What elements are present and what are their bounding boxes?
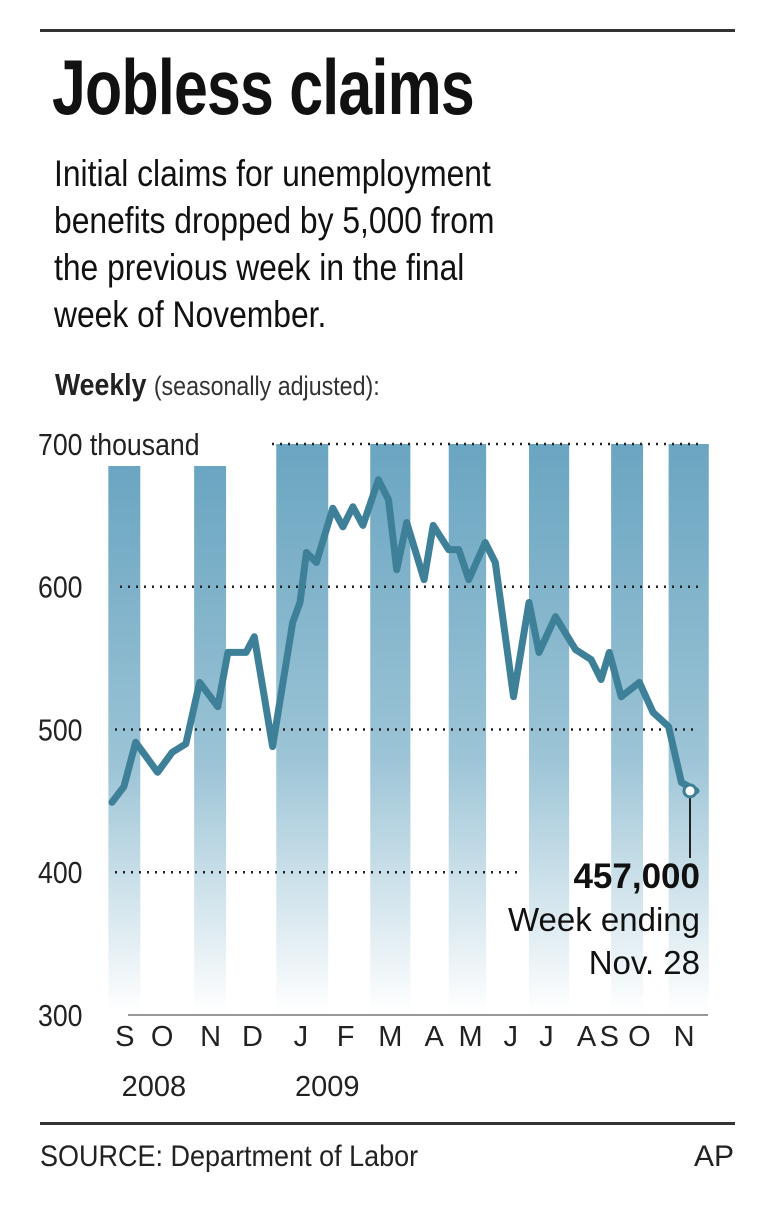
annotation-line1: Week ending	[507, 901, 700, 938]
y-tick-label: 300	[38, 999, 82, 1033]
x-tick-label: M	[459, 1021, 483, 1053]
month-shade-bar	[611, 444, 644, 1012]
chart-title: Jobless claims	[52, 43, 475, 131]
month-shade-bar	[276, 444, 329, 1012]
annotation-line2: Nov. 28	[588, 944, 700, 981]
description-line: Initial claims for unemployment	[54, 153, 491, 194]
x-tick-label: O	[628, 1021, 651, 1053]
top-rule	[40, 29, 735, 32]
year-label: 2008	[122, 1071, 187, 1103]
y-tick-label: 500	[38, 714, 82, 748]
x-tick-label: M	[378, 1021, 402, 1053]
y-tick-label: 700 thousand	[38, 428, 200, 462]
x-tick-label: S	[115, 1021, 134, 1053]
x-tick-label: N	[200, 1021, 221, 1053]
credit: AP	[693, 1140, 734, 1173]
subhead-note: (seasonally adjusted):	[153, 371, 380, 401]
annotation-value: 457,000	[573, 857, 700, 896]
month-shade-bar	[529, 444, 570, 1012]
year-label: 2009	[295, 1071, 360, 1103]
x-tick-label: F	[337, 1021, 355, 1053]
endpoint-marker	[682, 783, 698, 799]
x-tick-label: A	[424, 1021, 444, 1053]
x-tick-label: J	[504, 1021, 519, 1053]
bottom-rule	[40, 1122, 735, 1125]
month-shade-bar	[668, 444, 709, 1012]
source-note: SOURCE: Department of Labor	[40, 1140, 419, 1173]
y-tick-label: 600	[38, 571, 82, 605]
x-tick-label: J	[294, 1021, 309, 1053]
x-tick-label: O	[151, 1021, 174, 1053]
month-shade-bar	[448, 444, 487, 1012]
subhead-bold: Weekly	[55, 367, 147, 402]
endpoint-annotation: 457,000 Week ending Nov. 28	[508, 855, 700, 984]
month-shade-bar	[194, 466, 227, 1012]
description-line: the previous week in the final	[54, 247, 465, 288]
description-line: benefits dropped by 5,000 from	[54, 200, 495, 241]
description-line: week of November.	[54, 294, 327, 335]
x-tick-label: D	[242, 1021, 263, 1053]
x-tick-label: J	[539, 1021, 554, 1053]
series-line	[108, 476, 700, 806]
x-tick-label: N	[674, 1021, 695, 1053]
chart-description: Initial claims for unemployment benefits…	[54, 150, 566, 338]
x-tick-label: A	[577, 1021, 597, 1053]
y-tick-label: 400	[38, 856, 82, 890]
x-tick-label: S	[600, 1021, 619, 1053]
chart-subhead: Weekly (seasonally adjusted):	[55, 367, 380, 403]
